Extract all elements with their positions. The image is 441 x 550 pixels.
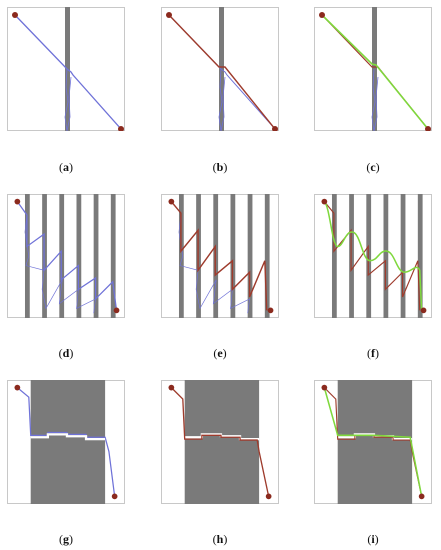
caption-letter: b [216,160,224,174]
block-obstacle [337,380,413,504]
wall-obstacle [372,7,377,131]
caption-i: (i) [367,532,379,546]
caption-c: (c) [366,160,380,174]
panel-g [7,380,125,504]
caption-letter: f [371,346,375,360]
caption-a: (a) [59,160,73,174]
start-point [14,384,21,391]
blue-path-jitter [371,68,379,131]
panel-b [161,7,279,131]
blue-path-jitter [178,214,250,314]
panel-f [314,194,432,318]
goal-point [113,307,120,314]
panel-c [314,7,432,131]
blue-path-jitter [24,214,96,314]
caption-b: (b) [212,160,228,174]
blue-path [14,14,122,130]
goal-point [267,307,274,314]
green-path [323,201,423,311]
caption-e: (e) [213,346,227,360]
panel-e [161,194,279,318]
goal-point [111,493,118,500]
caption-letter: e [217,346,223,360]
white-trace [30,433,106,441]
large-block-green-path-figure [321,380,425,504]
block-obstacle [184,380,260,504]
large-block-blue-path-figure [14,380,118,504]
caption-g: (g) [59,532,73,546]
start-point [12,12,18,18]
multi-wall-blue-path-figure [14,194,120,318]
goal-point [425,126,431,131]
green-path [321,14,429,130]
block-obstacle [30,380,106,504]
caption-letter: d [62,346,70,360]
caption-letter: c [370,160,376,174]
caption-letter: i [371,532,375,546]
caption-letter: g [63,532,69,546]
start-point [321,384,328,391]
single-wall-green-path-figure [319,7,431,131]
start-point [319,12,325,18]
caption-h: (h) [212,532,228,546]
start-point [168,384,175,391]
panel-h [161,380,279,504]
multi-wall-green-path-figure [321,194,427,318]
goal-point [420,307,427,314]
green-path [323,387,423,497]
single-wall-red-path-figure [166,7,278,131]
large-block-red-path-figure [168,380,272,504]
goal-point [118,126,124,131]
goal-point [265,493,272,500]
single-wall-blue-path-figure [12,7,124,131]
caption-f: (f) [367,346,379,360]
red-path [170,201,268,311]
wall-obstacles [178,194,270,318]
panel-a [7,7,125,131]
panel-i [314,380,432,504]
blue-path [16,201,118,311]
wall-obstacles [24,194,116,318]
start-point [321,198,328,205]
goal-point [272,126,278,131]
blue-path-jitter [218,68,226,131]
caption-letter: a [63,160,69,174]
start-point [14,198,21,205]
caption-d: (d) [58,346,74,360]
red-path [168,14,276,130]
panel-d [7,194,125,318]
start-point [168,198,175,205]
red-path [323,201,421,311]
caption-letter: h [216,532,224,546]
multi-wall-red-path-figure [168,194,274,318]
red-path [170,387,270,497]
blue-path-jitter [64,68,72,131]
goal-point [418,493,425,500]
start-point [166,12,172,18]
